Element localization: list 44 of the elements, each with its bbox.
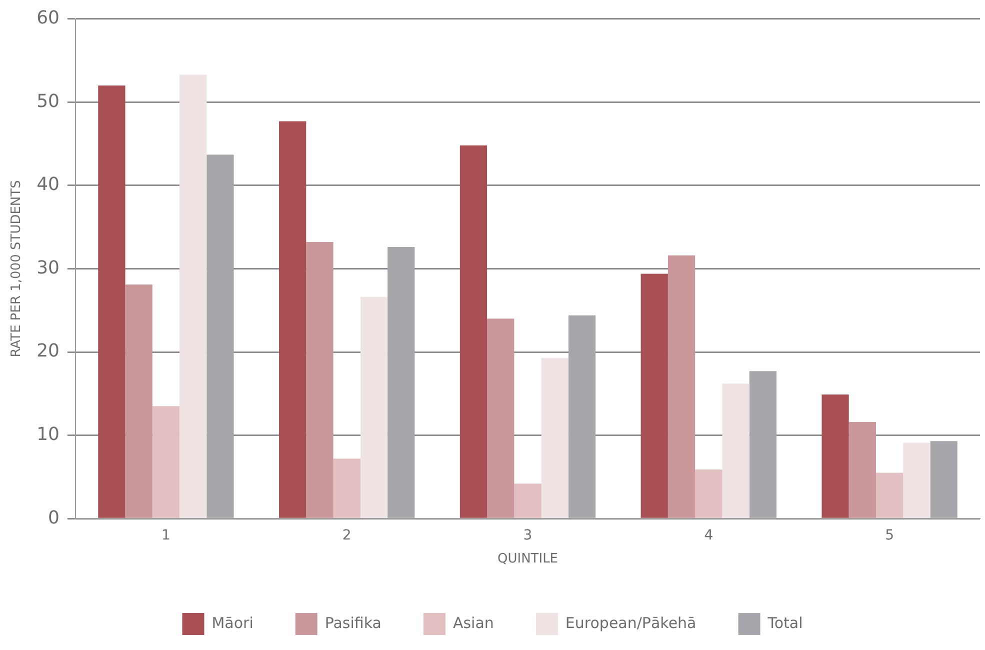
- bar: [388, 247, 415, 518]
- legend-label: European/Pākehā: [565, 614, 696, 632]
- bar: [695, 469, 722, 518]
- bar: [876, 472, 904, 518]
- x-tick-label: 5: [885, 528, 894, 544]
- legend-label: Asian: [452, 614, 494, 632]
- bar: [722, 384, 750, 518]
- bar: [568, 315, 596, 518]
- bar: [514, 484, 542, 518]
- x-axis-title: QUINTILE: [497, 552, 558, 567]
- bar: [541, 358, 568, 518]
- bar: [749, 371, 776, 518]
- y-tick-label: 10: [36, 424, 60, 445]
- bar: [333, 458, 360, 518]
- bar: [640, 274, 668, 518]
- bar: [152, 406, 180, 518]
- bar: [822, 394, 849, 518]
- bar: [848, 422, 876, 518]
- x-tick-label: 4: [704, 528, 714, 544]
- legend-label: Māori: [212, 614, 254, 632]
- y-tick-label: 30: [36, 257, 60, 278]
- y-axis-title: RATE PER 1,000 STUDENTS: [9, 180, 24, 358]
- bar: [306, 242, 334, 518]
- x-tick-label: 2: [342, 528, 352, 544]
- x-tick-label: 1: [161, 528, 170, 544]
- bar: [360, 297, 388, 518]
- bar: [279, 121, 306, 518]
- x-tick-label: 3: [523, 528, 532, 544]
- bar: [930, 441, 958, 518]
- bar: [903, 442, 930, 518]
- bar: [98, 85, 126, 518]
- y-tick-label: 60: [36, 7, 60, 28]
- legend-label: Total: [766, 614, 803, 632]
- legend-label: Pasifika: [324, 614, 382, 632]
- bar: [125, 284, 152, 518]
- bar: [180, 74, 207, 518]
- y-tick-label: 40: [36, 174, 60, 196]
- bar: [487, 318, 514, 518]
- bar: [668, 255, 696, 518]
- bar: [460, 145, 488, 518]
- y-tick-label: 50: [36, 90, 60, 112]
- y-tick-label: 20: [36, 340, 60, 362]
- y-tick-label: 0: [48, 507, 60, 528]
- bar: [206, 154, 234, 518]
